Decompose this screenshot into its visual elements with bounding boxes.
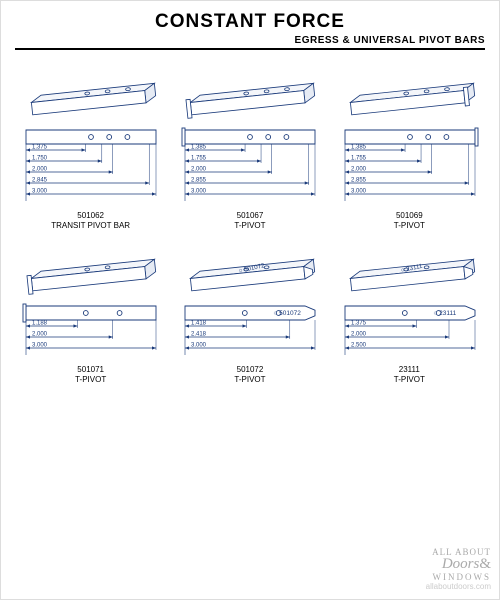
svg-text:2.855: 2.855 bbox=[191, 178, 207, 184]
part-cell: 1.385 1.755 2.000 2.855 3.000 501069 T-PIVOT bbox=[334, 60, 485, 230]
part-number: 501071 bbox=[75, 365, 106, 375]
svg-text:2.500: 2.500 bbox=[351, 343, 367, 349]
part-name: T-PIVOT bbox=[394, 375, 425, 385]
svg-text:○ 23111: ○ 23111 bbox=[433, 310, 456, 317]
part-number: 23111 bbox=[394, 365, 425, 375]
svg-text:1.375: 1.375 bbox=[32, 145, 48, 151]
svg-text:1.750: 1.750 bbox=[32, 156, 48, 162]
svg-text:1.385: 1.385 bbox=[191, 145, 207, 151]
parts-grid: 1.375 1.750 2.000 2.845 3.000 501062 TRANSIT… bbox=[1, 50, 499, 384]
part-name: T-PIVOT bbox=[234, 375, 265, 385]
isometric-drawing bbox=[18, 61, 163, 119]
svg-text:2.000: 2.000 bbox=[32, 167, 48, 173]
svg-text:2.000: 2.000 bbox=[351, 332, 367, 338]
dimension-drawing: ○ 501072 1.418 2.418 3.000 bbox=[177, 300, 322, 361]
dimension-drawing: 1.385 1.755 2.000 2.855 3.000 bbox=[337, 124, 482, 207]
part-cell: 1.375 1.750 2.000 2.845 3.000 501062 TRANSIT… bbox=[15, 60, 166, 230]
part-name: T-PIVOT bbox=[394, 221, 425, 231]
part-name: T-PIVOT bbox=[234, 221, 265, 231]
dimension-drawing: 1.385 1.755 2.000 2.855 3.000 bbox=[177, 124, 322, 207]
svg-text:1.755: 1.755 bbox=[191, 156, 207, 162]
part-label: 501071 T-PIVOT bbox=[75, 365, 106, 384]
isometric-drawing: ○ 23111 bbox=[337, 237, 482, 295]
watermark: ALL ABOUT Doors& WINDOWS allaboutdoors.c… bbox=[426, 548, 491, 591]
part-cell: ○ 501072 ○ 501072 1.418 2.418 3.000 501072 … bbox=[174, 236, 325, 384]
svg-text:2.000: 2.000 bbox=[191, 167, 207, 173]
part-number: 501072 bbox=[234, 365, 265, 375]
part-name: T-PIVOT bbox=[75, 375, 106, 385]
svg-text:1.188: 1.188 bbox=[32, 321, 48, 327]
svg-text:3.000: 3.000 bbox=[32, 343, 48, 349]
isometric-drawing bbox=[18, 237, 163, 295]
svg-text:2.855: 2.855 bbox=[351, 178, 367, 184]
part-cell: 1.385 1.755 2.000 2.855 3.000 501067 T-PIVOT bbox=[174, 60, 325, 230]
svg-text:3.000: 3.000 bbox=[351, 189, 367, 195]
svg-text:2.845: 2.845 bbox=[32, 178, 48, 184]
svg-text:1.755: 1.755 bbox=[351, 156, 367, 162]
svg-text:3.000: 3.000 bbox=[191, 189, 207, 195]
part-number: 501062 bbox=[51, 211, 130, 221]
part-number: 501067 bbox=[234, 211, 265, 221]
part-label: 23111 T-PIVOT bbox=[394, 365, 425, 384]
isometric-drawing bbox=[177, 61, 322, 119]
isometric-drawing: ○ 501072 bbox=[177, 237, 322, 295]
svg-text:1.385: 1.385 bbox=[351, 145, 367, 151]
part-number: 501069 bbox=[394, 211, 425, 221]
svg-text:1.375: 1.375 bbox=[351, 321, 367, 327]
svg-text:3.000: 3.000 bbox=[32, 189, 48, 195]
part-label: 501072 T-PIVOT bbox=[234, 365, 265, 384]
svg-text:2.000: 2.000 bbox=[32, 332, 48, 338]
page-title: CONSTANT FORCE bbox=[15, 11, 485, 33]
svg-text:○ 501072: ○ 501072 bbox=[274, 310, 302, 317]
part-label: 501069 T-PIVOT bbox=[394, 211, 425, 230]
part-name: TRANSIT PIVOT BAR bbox=[51, 221, 130, 231]
svg-text:3.000: 3.000 bbox=[191, 343, 207, 349]
svg-text:2.000: 2.000 bbox=[351, 167, 367, 173]
dimension-drawing: ○ 23111 1.375 2.000 2.500 bbox=[337, 300, 482, 361]
part-cell: ○ 23111 ○ 23111 1.375 2.000 2.500 23111 T-P… bbox=[334, 236, 485, 384]
dimension-drawing: 1.188 2.000 3.000 bbox=[18, 300, 163, 361]
dimension-drawing: 1.375 1.750 2.000 2.845 3.000 bbox=[18, 124, 163, 207]
svg-text:1.418: 1.418 bbox=[191, 321, 207, 327]
part-cell: 1.188 2.000 3.000 501071 T-PIVOT bbox=[15, 236, 166, 384]
part-label: 501067 T-PIVOT bbox=[234, 211, 265, 230]
part-label: 501062 TRANSIT PIVOT BAR bbox=[51, 211, 130, 230]
page-subtitle: EGRESS & UNIVERSAL PIVOT BARS bbox=[15, 35, 485, 46]
svg-text:2.418: 2.418 bbox=[191, 332, 207, 338]
isometric-drawing bbox=[337, 61, 482, 119]
